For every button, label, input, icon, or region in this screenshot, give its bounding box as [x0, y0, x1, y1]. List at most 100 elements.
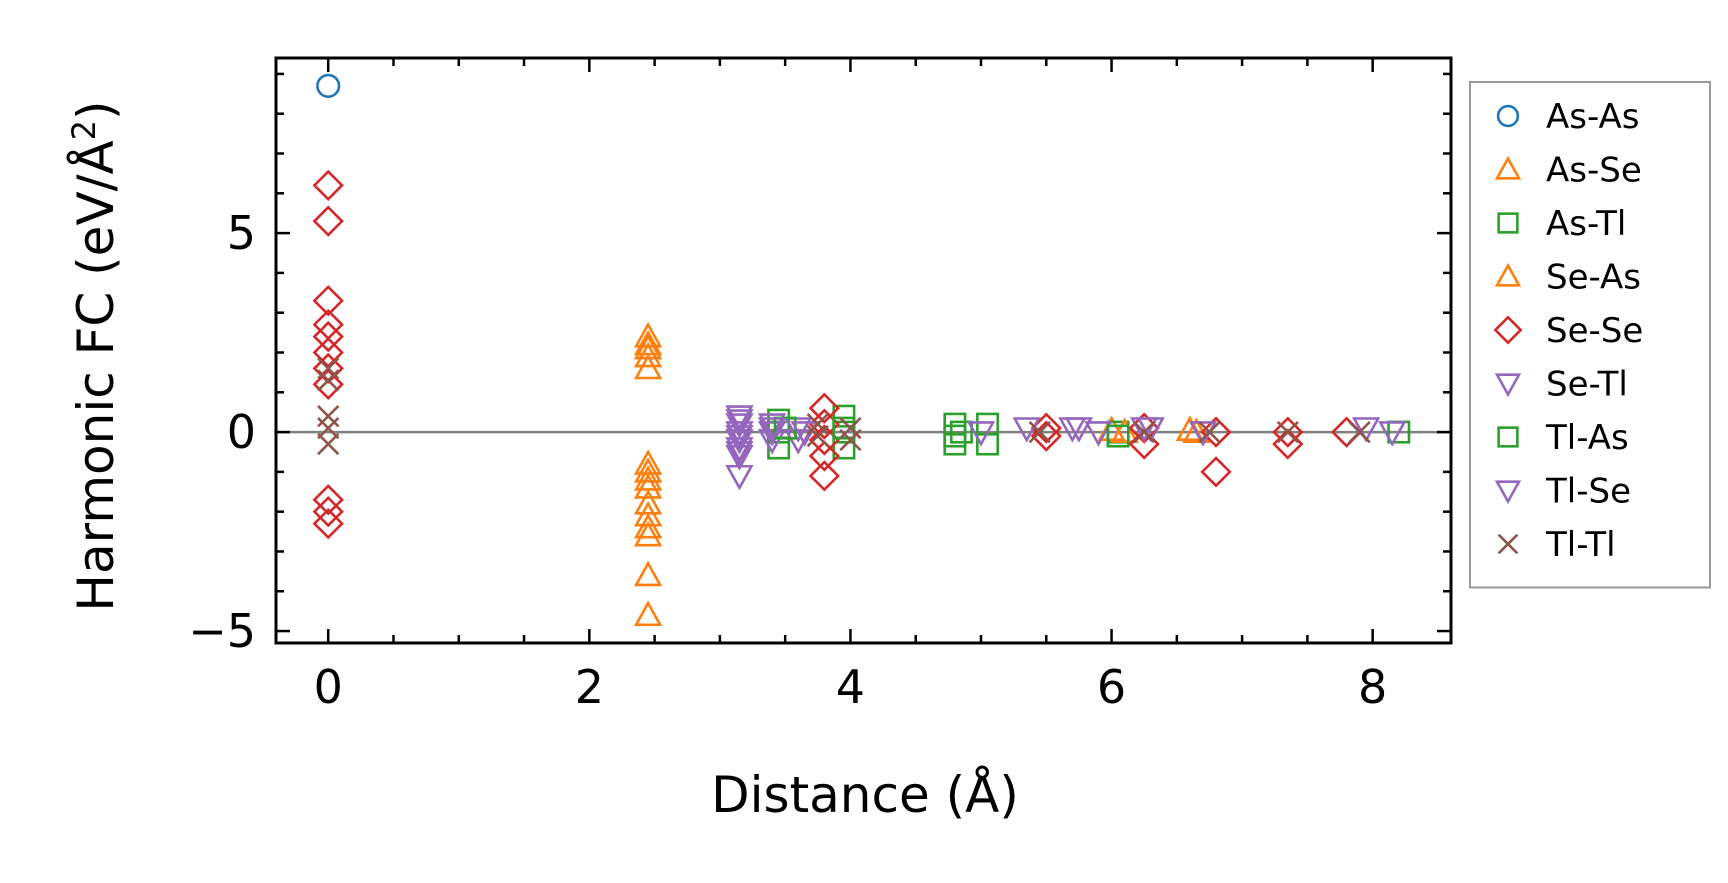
- y-axis-label-close: ): [67, 100, 125, 120]
- legend-label: Se-Tl: [1546, 365, 1628, 405]
- data-point-se-se-5: [312, 336, 344, 369]
- data-point-se-as-1: [633, 457, 663, 483]
- legend-marker-as-as: [1496, 104, 1520, 128]
- data-point-se-se-10: [312, 507, 344, 540]
- data-point-tl-as-2: [949, 420, 973, 444]
- data-point-se-se-17: [1030, 420, 1062, 452]
- data-point-as-se-10: [633, 560, 663, 587]
- legend-item-se-se: Se-Se: [1493, 311, 1643, 351]
- legend-item-tl-tl: Tl-Tl: [1497, 525, 1616, 565]
- data-point-tl-se-6: [1064, 417, 1094, 443]
- data-point-as-se-3: [633, 353, 663, 380]
- data-point-tl-tl-4: [317, 432, 340, 456]
- data-point-se-as-0: [633, 329, 663, 356]
- series-tl-se: [725, 409, 1407, 467]
- data-point-tl-se-4: [790, 421, 819, 447]
- data-point-se-se-11: [808, 392, 840, 424]
- data-point-se-tl-14: [1084, 421, 1113, 447]
- plot-area-border: [274, 56, 1453, 645]
- data-point-tl-se-5: [966, 421, 996, 447]
- legend-marker-tl-tl: [1497, 533, 1519, 555]
- data-point-se-se-4: [312, 320, 344, 353]
- data-point-se-tl-7: [757, 413, 787, 439]
- data-point-tl-as-1: [832, 416, 856, 440]
- x-tick-label: 8: [1358, 660, 1387, 714]
- data-point-se-se-19: [1128, 428, 1160, 460]
- legend-label: Tl-Se: [1545, 472, 1631, 512]
- data-point-se-se-0: [312, 169, 344, 201]
- legend-label: Tl-Tl: [1545, 525, 1616, 565]
- legend-label: Se-As: [1546, 258, 1641, 298]
- data-point-se-tl-17: [1351, 417, 1381, 443]
- legend: As-As As-Se As-Tl Se-As Se-Se Se-Tl Tl-As Tl-Se…: [1469, 81, 1711, 589]
- legend-marker-se-as: [1494, 262, 1522, 287]
- data-point-tl-se-1: [725, 425, 754, 451]
- data-point-se-se-15: [808, 460, 840, 492]
- legend-item-as-as: As-As: [1496, 97, 1639, 137]
- data-point-as-se-6: [633, 473, 663, 499]
- data-point-tl-se-3: [757, 417, 787, 443]
- data-point-tl-tl-13: [1348, 420, 1371, 444]
- data-point-as-tl-8: [943, 432, 967, 456]
- legend-label: Tl-As: [1545, 418, 1629, 458]
- data-point-tl-tl-11: [1198, 420, 1221, 444]
- data-point-tl-se-2: [725, 441, 754, 467]
- data-point-se-as-2: [633, 520, 663, 547]
- x-tick-label: 4: [836, 660, 865, 714]
- data-point-tl-se-0: [725, 409, 754, 435]
- data-point-se-se-1: [312, 205, 344, 237]
- legend-item-se-as: Se-As: [1494, 258, 1641, 298]
- legend-marker-tl-se: [1494, 480, 1522, 505]
- data-point-as-se-9: [633, 512, 663, 539]
- data-point-as-se-11: [633, 600, 663, 627]
- data-point-se-as-3: [1110, 417, 1139, 443]
- data-point-se-se-14: [808, 440, 840, 472]
- data-point-tl-tl-2: [317, 405, 340, 428]
- data-point-se-se-21: [1200, 456, 1232, 488]
- data-point-tl-tl-3: [317, 416, 340, 440]
- series-se-tl: [725, 405, 1381, 491]
- series-se-se: [312, 169, 1363, 540]
- data-point-se-tl-2: [725, 421, 754, 447]
- data-point-se-se-8: [312, 484, 344, 516]
- data-point-tl-tl-8: [839, 428, 862, 452]
- data-point-tl-as-3: [1106, 424, 1130, 448]
- data-point-tl-tl-0: [317, 357, 340, 380]
- data-point-se-tl-8: [757, 421, 787, 447]
- plot-frame: [274, 56, 1453, 645]
- data-point-tl-tl-1: [317, 369, 340, 392]
- y-tick-label: −5: [188, 604, 256, 658]
- x-tick-label: 0: [314, 660, 343, 714]
- axis-ticks: 0 2 4 6 8 −5 0 5: [188, 58, 1451, 714]
- series-as-se: [633, 321, 1205, 627]
- legend-item-as-se: As-Se: [1494, 151, 1642, 191]
- data-point-as-tl-3: [832, 404, 856, 428]
- legend-item-tl-as: Tl-As: [1497, 418, 1629, 458]
- data-point-se-se-23: [1272, 428, 1304, 460]
- legend-label: Se-Se: [1546, 311, 1643, 351]
- data-point-se-tl-0: [725, 405, 754, 431]
- series-as-as: [316, 73, 341, 98]
- legend-marker-as-tl: [1497, 212, 1519, 234]
- legend-marker-as-se: [1494, 155, 1522, 180]
- legend-marker-se-tl: [1494, 373, 1522, 398]
- legend-item-se-tl: Se-Tl: [1494, 365, 1628, 405]
- y-tick-label: 5: [227, 206, 256, 260]
- data-point-tl-tl-10: [1133, 420, 1156, 444]
- legend-label: As-Tl: [1546, 204, 1626, 244]
- y-axis-label-superscript: 2: [65, 120, 103, 140]
- y-axis-label-main: Harmonic FC (eV/Å: [67, 140, 125, 611]
- x-axis-label: Distance (Å): [711, 766, 1019, 824]
- legend-item-tl-se: Tl-Se: [1494, 472, 1631, 512]
- legend-item-as-tl: As-Tl: [1497, 204, 1626, 244]
- data-point-se-tl-9: [757, 429, 787, 455]
- data-point-se-se-22: [1272, 416, 1304, 448]
- legend-marker-se-se: [1493, 315, 1523, 345]
- data-point-se-se-7: [312, 368, 344, 400]
- legend-label: As-Se: [1546, 151, 1642, 191]
- data-point-se-tl-4: [725, 437, 754, 463]
- data-point-se-se-9: [312, 496, 344, 528]
- legend-marker-tl-as: [1497, 426, 1519, 448]
- data-point-se-se-6: [312, 352, 344, 385]
